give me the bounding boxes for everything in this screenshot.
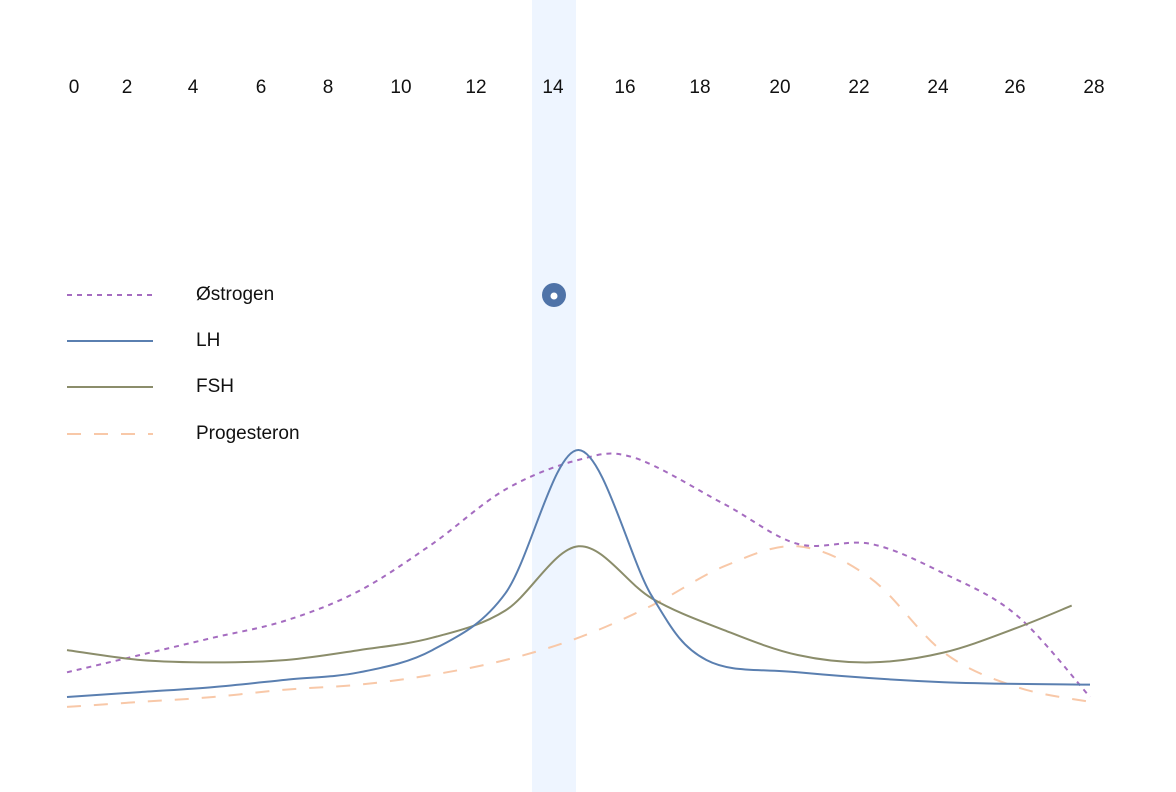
legend-label: LH [196, 330, 220, 351]
x-tick-label: 26 [1004, 77, 1025, 98]
series-line-fsh [66, 545, 1073, 664]
x-tick-label: 8 [323, 77, 334, 98]
x-tick-label: 4 [188, 77, 199, 98]
x-tick-label: 28 [1083, 77, 1104, 98]
x-tick-label: 14 [542, 77, 564, 98]
x-tick-label: 20 [769, 77, 790, 98]
x-tick-label: 12 [465, 77, 486, 98]
legend: Østrogen LH FSH Progesteron [67, 284, 300, 444]
x-tick-label: 0 [69, 77, 80, 98]
series-line-progesteron [66, 545, 1091, 708]
series-lines [66, 448, 1091, 708]
x-tick-label: 6 [256, 77, 267, 98]
ovulation-marker-icon[interactable] [542, 283, 566, 307]
legend-label: Progesteron [196, 423, 300, 444]
legend-label: FSH [196, 376, 234, 397]
x-tick-label: 16 [614, 77, 635, 98]
series-line-strogen [66, 452, 1091, 698]
x-tick-label: 10 [390, 77, 411, 98]
x-tick-label: 2 [122, 77, 133, 98]
series-line-lh [66, 448, 1091, 698]
marker-dot [550, 292, 558, 300]
x-tick-label: 18 [689, 77, 710, 98]
x-tick-label: 22 [848, 77, 869, 98]
ovulation-highlight-band [532, 0, 576, 792]
legend-label: Østrogen [196, 284, 274, 305]
x-tick-label: 24 [927, 77, 949, 98]
x-axis-ticks: 0 2 4 6 8 10 12 14 16 18 20 22 24 26 28 [69, 77, 1105, 98]
